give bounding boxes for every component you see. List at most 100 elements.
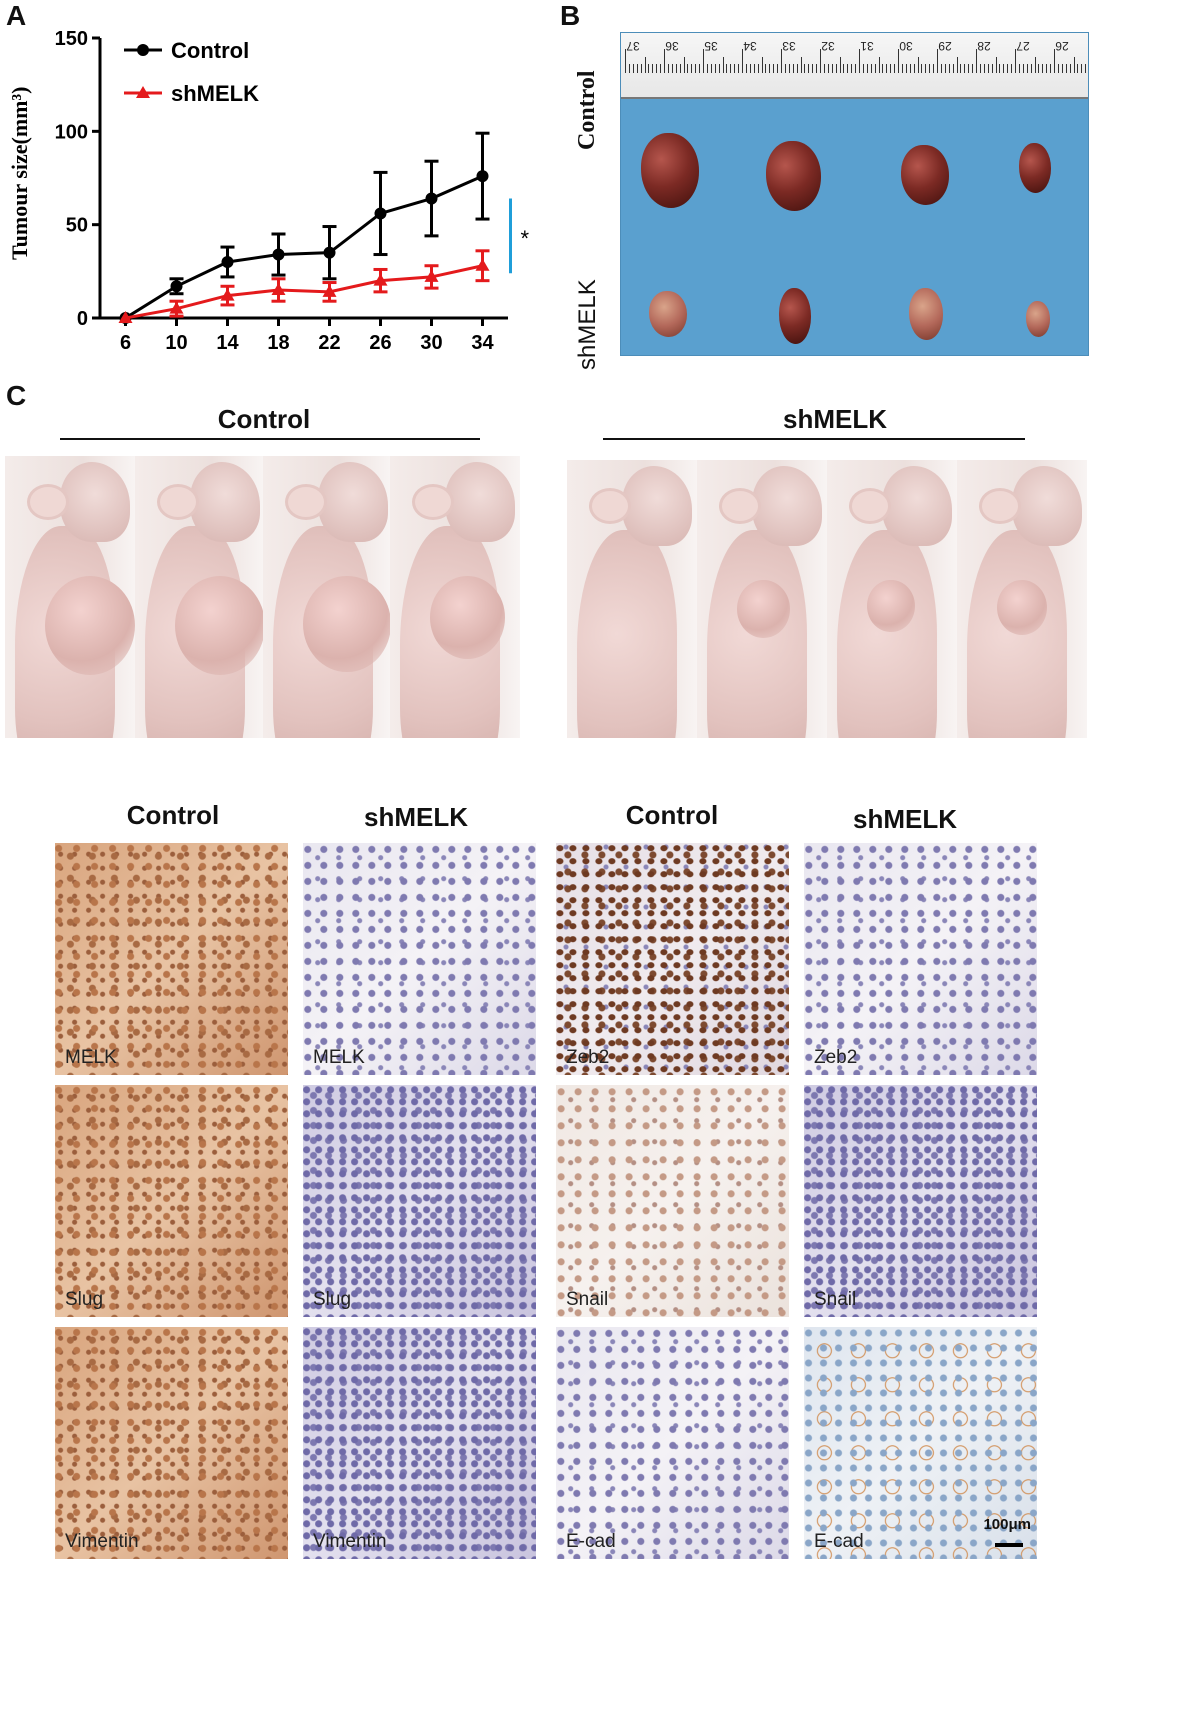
ruler-tick [870,64,872,73]
ruler-tick [901,64,903,73]
ruler-tick [944,64,946,73]
scale-bar [995,1543,1023,1547]
tumor-photo: 37363534333231302928272625 [620,32,1089,356]
ruler-number: 35 [704,39,718,53]
ruler-tick [753,64,755,73]
x-tick-label: 14 [216,332,239,354]
mouse-ear [27,484,69,520]
ruler-tick [1026,64,1028,73]
data-point-control [476,170,489,183]
panel-label-c: C [6,380,27,411]
ruler-tick [898,49,899,73]
mouse-ear [285,484,327,520]
ruler-tick [777,64,779,73]
ihc-label: Vimentin [313,1531,387,1552]
ruler-tick [792,64,794,73]
ruler-tick [921,64,923,73]
ruler-tick [1057,64,1059,73]
ruler-tick [812,64,814,73]
ruler-tick [781,49,782,73]
ruler-tick [699,64,701,73]
ruler-tick [839,57,841,73]
ihc-tile-ecad-shmelk: E-cad 100μm [804,1327,1037,1559]
mouse-ear [157,484,199,520]
panel-c-divider-shmelk [603,438,1025,440]
tumor-shmelk-2 [779,288,811,344]
ruler-tick [703,49,704,73]
series-line-control [124,174,484,320]
ruler-tick [948,64,950,73]
ruler-tick [937,49,938,73]
ruler-tick [1054,49,1055,73]
data-point-shmelk [118,311,133,323]
ruler-tick [734,64,736,73]
ruler-tick [1022,64,1024,73]
ruler-tick [683,57,685,73]
ruler-tick [909,64,911,73]
x-tick-label: 26 [369,332,391,354]
ruler-tick [933,64,935,73]
data-point-control [323,246,336,259]
significance-star: * [521,226,530,251]
scale-bar-label: 100μm [983,1516,1031,1533]
mouse-body [577,530,677,738]
ruler-tick [1034,57,1036,73]
tumor-control-1 [641,133,699,208]
ruler-tick [800,57,802,73]
ruler-tick [1011,64,1013,73]
y-axis-label: Tumour size(mm³) [7,87,32,260]
data-point-shmelk [322,284,337,297]
ruler-tick [1003,64,1005,73]
legend-marker-control [137,44,149,56]
ruler-tick [1073,57,1075,73]
ruler-tick [827,64,829,73]
ruler-tick [855,64,857,73]
mouse-tumor [175,576,263,675]
ihc-header-3: Control [625,800,719,830]
mouse-ear [979,488,1021,524]
mouse-head [1012,466,1082,546]
ruler-tick [866,64,868,73]
panel-c-divider-control [60,438,480,440]
ruler-tick [874,64,876,73]
mouse-head [752,466,822,546]
ruler-tick [1085,64,1087,73]
data-point-shmelk [475,258,490,271]
ruler-number: 34 [743,39,757,53]
ruler-tick [761,57,763,73]
ruler-tick [886,64,888,73]
x-tick-label: 18 [267,332,289,354]
ihc-label: Snail [814,1289,857,1310]
ruler-tick [847,64,849,73]
mouse-head [190,462,260,542]
legend-label-shmelk: shMELK [171,81,259,106]
ruler-tick [738,64,740,73]
tumor-control-3 [901,145,949,205]
ihc-label: Slug [65,1289,104,1310]
ruler-tick [1030,64,1032,73]
mouse-head [318,462,388,542]
ruler-tick [784,64,786,73]
data-point-control [374,207,387,220]
y-tick-label: 100 [55,121,88,143]
ruler-tick [742,49,743,73]
ihc-tile-melk-shmelk: MELK [303,843,536,1075]
ruler-tick [835,64,837,73]
ruler-tick [640,64,642,73]
ruler-tick [976,49,977,73]
ihc-label: Zeb2 [814,1047,858,1068]
ruler-tick [726,64,728,73]
mouse-photo-1 [5,456,135,738]
ruler-tick [749,64,751,73]
ruler-tick [968,64,970,73]
ruler-tick [714,64,716,73]
ruler-tick [882,64,884,73]
panel-b-label-control: Control [574,70,600,150]
ruler-tick [1038,64,1040,73]
ruler-tick [1007,64,1009,73]
y-tick-label: 150 [55,28,88,50]
ihc-label: Snail [566,1289,609,1310]
ruler-tick [625,49,626,73]
ruler-tick [1065,64,1067,73]
tumor-shmelk-1 [649,291,687,337]
